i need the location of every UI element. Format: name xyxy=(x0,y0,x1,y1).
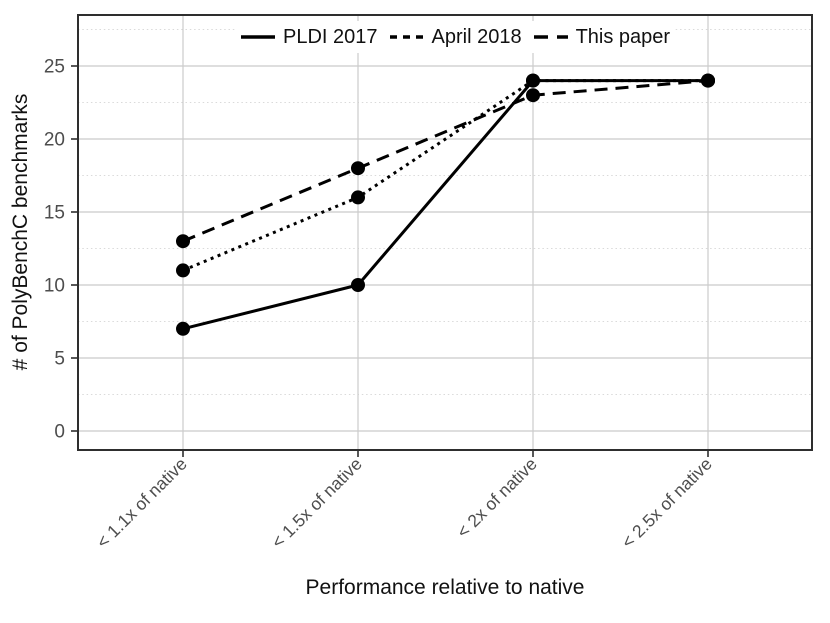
solid-line-swatch xyxy=(241,35,275,39)
y-tick-label: 25 xyxy=(44,57,65,78)
x-tick-label: < 1.5x of native xyxy=(267,454,365,552)
y-tick-label: 5 xyxy=(54,349,65,370)
legend-label-pldi-2017: PLDI 2017 xyxy=(283,25,378,48)
data-point-marker xyxy=(176,234,190,249)
series-line-this-paper xyxy=(182,79,709,243)
data-point-marker xyxy=(351,161,365,176)
dashed-line-swatch xyxy=(533,35,568,39)
x-tick-label: < 2x of native xyxy=(453,454,541,542)
series-line-pldi-2017 xyxy=(182,79,708,331)
y-tick-label: 0 xyxy=(54,422,65,443)
dotted-line-swatch xyxy=(389,35,424,39)
legend-item-pldi-2017: PLDI 2017 xyxy=(241,26,378,49)
legend: PLDI 2017 April 2018 This paper xyxy=(237,21,675,53)
series-line-april-2018 xyxy=(182,79,708,272)
x-axis-title: Performance relative to native xyxy=(305,576,585,599)
data-point-marker xyxy=(526,88,540,103)
data-point-marker xyxy=(176,263,190,278)
x-tick-label: < 2.5x of native xyxy=(617,454,715,552)
legend-item-this-paper: This paper xyxy=(533,25,671,49)
data-point-marker xyxy=(526,73,540,88)
plot-frame xyxy=(77,14,813,451)
y-tick-label: 15 xyxy=(44,203,65,224)
data-point-marker xyxy=(701,73,715,88)
legend-label-this-paper: This paper xyxy=(575,25,671,48)
y-tick-label: 20 xyxy=(44,130,65,151)
x-tick-label: < 1.1x of native xyxy=(92,454,190,552)
data-point-marker xyxy=(351,278,365,292)
y-axis-title: # of PolyBenchC benchmarks xyxy=(9,93,32,371)
data-point-marker xyxy=(351,190,365,205)
legend-item-april-2018: April 2018 xyxy=(389,25,522,49)
legend-label-april-2018: April 2018 xyxy=(431,25,522,48)
data-point-marker xyxy=(176,321,190,336)
y-tick-label: 10 xyxy=(44,276,65,297)
